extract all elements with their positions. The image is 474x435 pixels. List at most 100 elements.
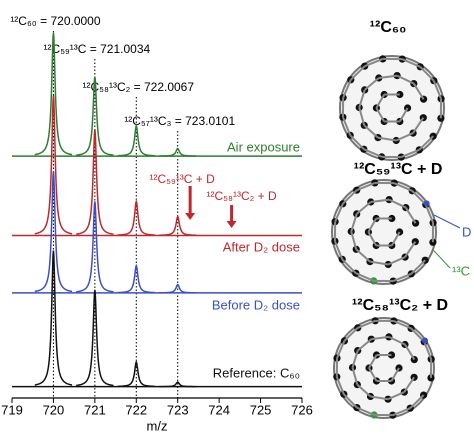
bond — [368, 354, 378, 369]
bond — [342, 116, 352, 136]
arrow-label: ¹²C₅₉¹³C + D — [150, 172, 216, 186]
bond — [419, 66, 435, 82]
arrow-label: ¹²C₅₈¹³C₂ + D — [207, 189, 277, 203]
bond — [335, 376, 345, 395]
structure-title: ¹²C₅₈¹³C₂ + D — [352, 297, 448, 314]
bond — [358, 107, 366, 126]
bond — [375, 93, 386, 109]
peak — [34, 32, 73, 156]
peak — [34, 95, 73, 235]
bond — [409, 394, 425, 409]
fullerene — [333, 317, 435, 419]
bond — [423, 341, 433, 360]
x-tick-label: 723 — [167, 402, 189, 417]
bond — [364, 58, 384, 68]
peak — [159, 147, 197, 157]
bond — [356, 182, 376, 192]
bond — [371, 335, 390, 341]
x-tick-label: 722 — [125, 402, 147, 417]
annotation: ¹²C₅₈¹³C₂ = 722.0067 — [83, 80, 195, 94]
peak — [117, 123, 155, 157]
structure-label: D — [462, 224, 471, 239]
peak — [76, 76, 114, 156]
peak — [117, 263, 155, 294]
arrow-head — [185, 213, 196, 220]
bond — [388, 335, 406, 346]
bond — [378, 74, 398, 79]
series-label: Before D₂ dose — [212, 297, 300, 312]
peak — [159, 283, 197, 294]
bond — [375, 107, 386, 123]
bond — [396, 74, 415, 85]
bond — [336, 340, 346, 359]
fullerene — [339, 55, 445, 161]
series-label: Air exposure — [227, 139, 300, 154]
deuterium — [423, 200, 430, 207]
bond — [370, 198, 390, 203]
deuterium — [422, 337, 428, 344]
bond — [351, 367, 359, 385]
atom — [427, 374, 435, 382]
peak — [34, 171, 73, 293]
structure-label: ¹³C — [452, 263, 470, 278]
peak — [76, 289, 114, 387]
peak — [34, 250, 73, 386]
peak — [159, 215, 197, 236]
bond — [355, 248, 371, 263]
x-tick-label: 719 — [1, 402, 23, 417]
bond — [342, 189, 358, 205]
peak — [76, 129, 114, 235]
bond — [403, 376, 415, 393]
peak — [117, 360, 155, 388]
bond — [341, 258, 357, 274]
bond — [432, 80, 442, 100]
peak — [76, 201, 114, 293]
atom — [437, 114, 445, 122]
bond — [395, 132, 414, 142]
bond — [418, 135, 434, 151]
bond — [357, 338, 372, 352]
bond — [404, 241, 417, 258]
bond — [392, 272, 412, 282]
x-tick-label: 720 — [43, 402, 65, 417]
bond — [411, 190, 427, 206]
peak — [117, 198, 155, 236]
bond — [363, 124, 379, 139]
bond — [393, 182, 413, 192]
bond — [356, 406, 375, 416]
bond — [355, 272, 375, 282]
arrow-head — [226, 221, 237, 228]
structure-title: ¹²C₅₉¹³C + D — [354, 161, 443, 178]
bond — [387, 256, 406, 266]
bond — [356, 383, 372, 398]
bond — [398, 107, 409, 123]
bond — [350, 213, 358, 232]
x-tick-label: 721 — [84, 402, 106, 417]
peak — [159, 381, 197, 388]
bond — [367, 217, 378, 233]
bond — [364, 77, 380, 91]
bond — [404, 207, 417, 224]
bond — [390, 367, 400, 382]
bond — [343, 327, 359, 342]
structure-title: ¹²C₆₀ — [370, 19, 407, 36]
bond — [368, 367, 378, 382]
annotation: ¹²C₆₀ = 720.0000 — [10, 14, 101, 28]
annotation: ¹²C₅₉¹³C = 721.0034 — [44, 42, 151, 56]
bond — [369, 260, 389, 266]
bond — [393, 320, 412, 330]
bond — [363, 148, 383, 158]
bond — [334, 203, 344, 223]
bond — [350, 231, 358, 250]
bond — [349, 134, 365, 150]
bond — [387, 391, 405, 401]
fullerene — [331, 179, 437, 285]
bond — [357, 319, 376, 329]
bond — [401, 58, 421, 68]
bond — [370, 395, 389, 401]
bond — [410, 259, 426, 275]
bond — [390, 231, 401, 247]
bond — [334, 240, 344, 260]
bond — [343, 393, 358, 409]
